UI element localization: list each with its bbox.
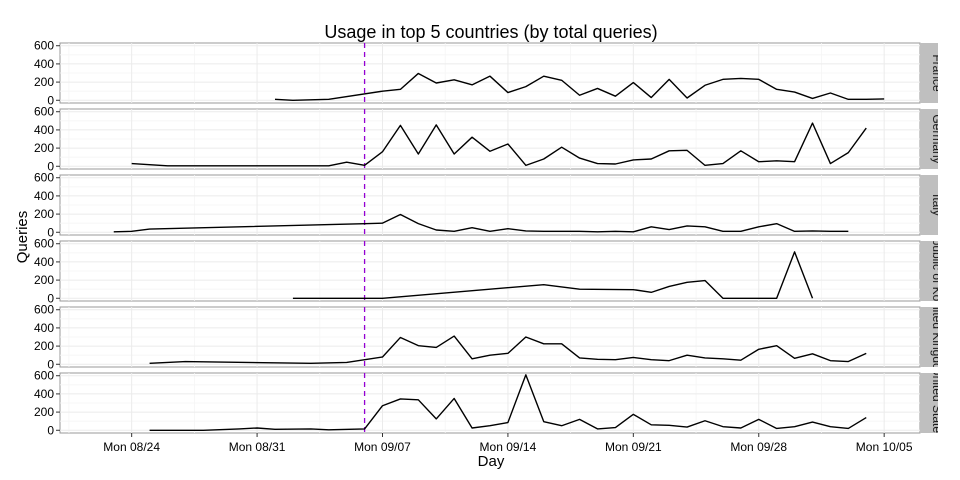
y-tick-label: 400	[34, 123, 54, 137]
x-tick-label: Mon 09/07	[354, 440, 411, 454]
facet-strip-label: France	[930, 54, 944, 92]
y-tick-label: 0	[47, 423, 54, 437]
facet-united-states: 0 200 400 600 United States	[34, 367, 944, 439]
facet-italy: 0 200 400 600 Italy	[34, 171, 944, 239]
y-tick-label: 0	[47, 93, 54, 107]
series-line-republic-of-korea	[292, 251, 814, 299]
y-tick-label: 600	[34, 171, 54, 185]
y-tick-label: 400	[34, 387, 54, 401]
y-tick-label: 600	[34, 105, 54, 119]
y-tick-label: 400	[34, 57, 54, 71]
facet-strip-label-wrap: Germany	[930, 114, 944, 163]
facet-strip-label: United Kingdom	[930, 294, 944, 379]
x-tick-label: Mon 09/28	[730, 440, 787, 454]
y-tick-label: 0	[47, 159, 54, 173]
y-tick-label: 0	[47, 357, 54, 371]
facet-strip-label: Italy	[930, 194, 944, 216]
y-tick-label: 600	[34, 303, 54, 317]
y-tick-label: 600	[34, 39, 54, 53]
y-tick-label: 200	[34, 273, 54, 287]
series-line-germany	[131, 122, 867, 167]
facet-strip-label-wrap: United States	[930, 367, 944, 439]
chart-title: Usage in top 5 countries (by total queri…	[324, 22, 657, 42]
facet-panels: 0 200 400 600 France 0 200 400 600 Germany 0 200 400…	[34, 39, 944, 439]
y-tick-label: 400	[34, 255, 54, 269]
facet-strip-label-wrap: France	[930, 54, 944, 92]
facet-united-kingdom: 0 200 400 600 United Kingdom	[34, 294, 944, 379]
y-tick-label: 200	[34, 207, 54, 221]
facet-france: 0 200 400 600 France	[34, 39, 944, 107]
y-tick-label: 200	[34, 405, 54, 419]
facet-strip-label-wrap: United Kingdom	[930, 294, 944, 379]
series-line-united-states	[149, 374, 867, 431]
y-tick-label: 200	[34, 141, 54, 155]
y-tick-label: 0	[47, 225, 54, 239]
facet-germany: 0 200 400 600 Germany	[34, 105, 944, 173]
series-line-italy	[113, 213, 849, 233]
facet-strip-label: United States	[930, 367, 944, 439]
x-axis-title: Day	[478, 453, 505, 470]
facet-strip	[920, 43, 938, 103]
y-tick-label: 400	[34, 189, 54, 203]
facet-strip	[920, 241, 938, 301]
x-tick-label: Mon 09/14	[480, 440, 537, 454]
facet-strip	[920, 175, 938, 235]
y-tick-label: 600	[34, 237, 54, 251]
facet-strip-label: Republic of Korea	[930, 223, 944, 319]
series-line-france	[274, 72, 885, 101]
facet-strip-label-wrap: Italy	[930, 194, 944, 216]
facet-strip	[920, 307, 938, 367]
facet-republic-of-korea: 0 200 400 600 Republic of Korea	[34, 223, 944, 319]
y-tick-label: 0	[47, 291, 54, 305]
y-tick-label: 200	[34, 75, 54, 89]
x-tick-label: Mon 09/21	[605, 440, 662, 454]
y-tick-label: 600	[34, 369, 54, 383]
y-axis-title: Queries	[14, 211, 31, 264]
x-tick-label: Mon 08/31	[229, 440, 286, 454]
facet-strip-label-wrap: Republic of Korea	[930, 223, 944, 319]
facet-strip	[920, 109, 938, 169]
y-tick-label: 200	[34, 339, 54, 353]
series-line-united-kingdom	[149, 335, 867, 365]
facet-strip-label: Germany	[930, 114, 944, 163]
x-tick-label: Mon 10/05	[856, 440, 913, 454]
x-axis: Mon 08/24 Mon 08/31 Mon 09/07 Mon 09/14 Mon …	[103, 433, 913, 454]
y-tick-label: 400	[34, 321, 54, 335]
facet-strip	[920, 373, 938, 433]
x-tick-label: Mon 08/24	[103, 440, 160, 454]
